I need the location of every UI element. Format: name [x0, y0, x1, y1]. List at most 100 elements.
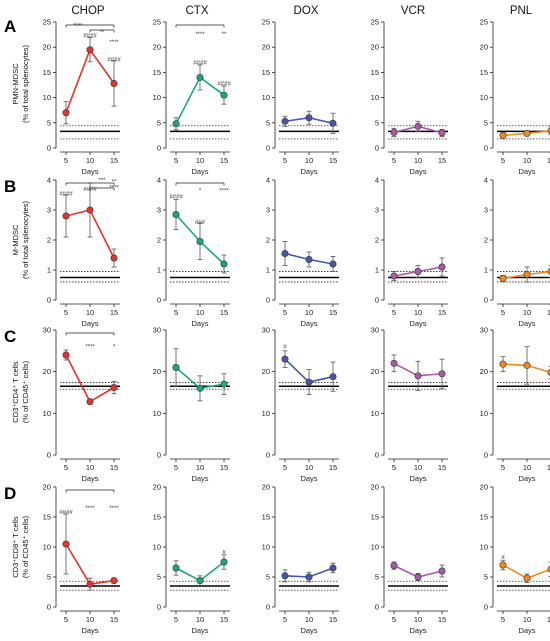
x-axis-title: Days	[409, 626, 426, 635]
y-axis-label-row-c: CD3⁺CD4⁺ T cells (% of CD45⁺ cells)	[11, 360, 30, 423]
y-tick-label: 0	[266, 451, 270, 460]
y-tick-label: 0	[484, 603, 488, 612]
y-tick-label: 0	[266, 144, 270, 153]
y-tick-label: 5	[266, 118, 270, 127]
x-tick-label: 15	[547, 156, 550, 165]
y-tick-label: 5	[375, 118, 379, 127]
y-tick-label: 5	[47, 118, 51, 127]
y-tick-label: 20	[262, 367, 270, 376]
data-point	[110, 254, 118, 262]
y-tick-label: 10	[43, 93, 51, 102]
y-tick-label: 10	[153, 93, 161, 102]
plot-d-pnl: 0 5 10 15 20 5 10 15 Days #	[480, 483, 550, 635]
significance-mark: ####	[83, 34, 97, 40]
y-tick-label: 20	[480, 483, 488, 492]
data-point	[390, 272, 398, 280]
significance-mark: ####	[169, 195, 183, 201]
x-tick-label: 5	[174, 156, 178, 165]
x-tick-label: 5	[283, 308, 287, 317]
data-point	[414, 372, 422, 380]
data-point	[523, 361, 531, 369]
y-tick-label: 0	[157, 296, 161, 305]
y-tick-label: 20	[43, 367, 51, 376]
y-tick-label: 1	[484, 266, 488, 275]
x-tick-label: 15	[438, 156, 446, 165]
y-tick-label: 0	[484, 144, 488, 153]
y-tick-label: 10	[43, 543, 51, 552]
y-tick-label: 0	[157, 451, 161, 460]
significance-mark: ****	[109, 186, 119, 192]
data-point	[62, 212, 70, 220]
plot-a-dox: 0 5 10 15 20 25 5 10 15 Days	[262, 18, 339, 176]
x-tick-label: 5	[501, 156, 505, 165]
data-point	[172, 211, 180, 219]
y-tick-label: 15	[43, 513, 51, 522]
data-point	[220, 260, 228, 268]
x-tick-label: 10	[523, 156, 531, 165]
y-tick-label: 30	[262, 326, 270, 335]
x-axis-title: Days	[518, 319, 535, 328]
x-tick-label: 5	[283, 156, 287, 165]
significance-mark: ####	[83, 187, 97, 193]
y-axis-label-row-a: PMN-MDSC (% of total splenocytes)	[11, 45, 30, 123]
x-tick-label: 5	[392, 308, 396, 317]
panel-letter-d: D	[4, 484, 16, 503]
x-tick-label: 10	[196, 463, 204, 472]
data-point	[414, 122, 422, 130]
y-tick-label: 3	[266, 206, 270, 215]
x-tick-label: 10	[305, 308, 313, 317]
x-tick-label: 10	[86, 463, 94, 472]
y-tick-label: 4	[484, 176, 488, 185]
data-point	[281, 117, 289, 125]
x-tick-label: 15	[438, 463, 446, 472]
x-tick-label: 10	[414, 308, 422, 317]
x-tick-label: 15	[220, 463, 228, 472]
y-tick-label: 10	[153, 543, 161, 552]
x-tick-label: 15	[110, 615, 118, 624]
y-tick-label: 30	[153, 326, 161, 335]
y-tick-label: 30	[43, 326, 51, 335]
x-tick-label: 10	[305, 615, 313, 624]
x-tick-label: 15	[220, 156, 228, 165]
y-tick-label: 2	[266, 236, 270, 245]
y-axis-title-line1: CD3⁺CD8⁺ T cells	[11, 516, 20, 578]
significance-mark: ****	[85, 506, 95, 512]
significance-mark: ****	[109, 506, 119, 512]
y-tick-label: 20	[153, 367, 161, 376]
x-tick-label: 15	[110, 156, 118, 165]
y-axis-label-row-d: CD3⁺CD8⁺ T cells (% of CD45⁺ cells)	[11, 515, 30, 578]
data-point	[110, 383, 118, 391]
x-tick-label: 5	[392, 615, 396, 624]
significance-mark: ####	[107, 57, 121, 63]
data-point	[196, 384, 204, 392]
data-point	[329, 564, 337, 572]
plot-d-ctx: 0 5 10 15 20 5 10 15 Days #	[153, 483, 230, 635]
significance-mark: *	[113, 345, 116, 351]
y-tick-label: 30	[480, 326, 488, 335]
y-tick-label: 5	[157, 118, 161, 127]
data-point	[62, 109, 70, 117]
y-axis-title-line1: M-MDSC	[11, 224, 20, 255]
y-tick-label: 3	[484, 206, 488, 215]
y-tick-label: 15	[262, 513, 270, 522]
y-tick-label: 0	[47, 603, 51, 612]
significance-mark: ####	[217, 81, 231, 87]
significance-mark: ####	[59, 192, 73, 198]
x-tick-label: 5	[64, 463, 68, 472]
data-point	[172, 363, 180, 371]
y-axis-label-row-b: M-MDSC (% of total splenocytes)	[11, 201, 30, 279]
y-tick-label: 15	[371, 513, 379, 522]
plot-c-pnl: 0 10 20 30 5 10 15 Days	[480, 326, 550, 483]
data-point	[110, 79, 118, 87]
data-point	[438, 263, 446, 271]
y-tick-label: 15	[153, 68, 161, 77]
y-axis-title-line2: (% of CD45⁺ cells)	[21, 360, 30, 423]
x-tick-label: 5	[501, 463, 505, 472]
y-tick-label: 5	[157, 573, 161, 582]
x-tick-label: 5	[392, 156, 396, 165]
x-tick-label: 15	[547, 308, 550, 317]
y-tick-label: 0	[375, 296, 379, 305]
column-title-pnl: PNL	[510, 5, 533, 17]
plot-a-pnl: 0 5 10 15 20 25 5 10 15 Days	[480, 18, 550, 176]
